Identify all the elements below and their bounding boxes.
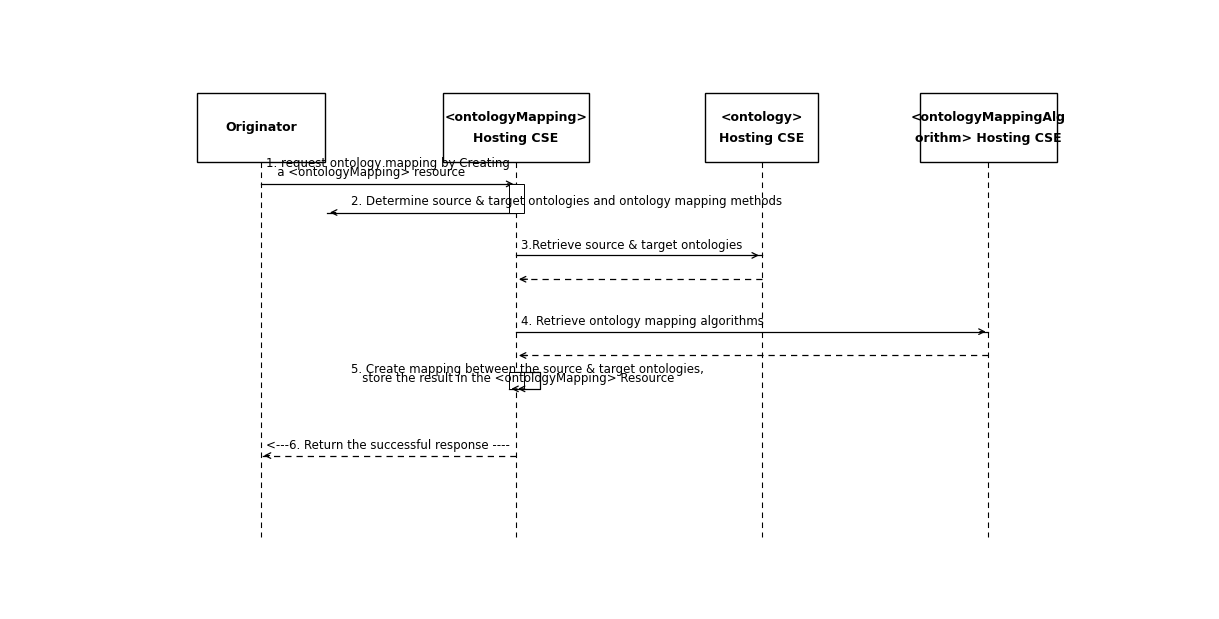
Bar: [508, 184, 524, 212]
Text: <ontologyMapping>: <ontologyMapping>: [445, 111, 588, 124]
Text: a <ontologyMapping> resource: a <ontologyMapping> resource: [266, 166, 464, 179]
Text: <ontology>: <ontology>: [720, 111, 803, 124]
Text: Hosting CSE: Hosting CSE: [719, 132, 805, 145]
Text: 2. Determine source & target ontologies and ontology mapping methods: 2. Determine source & target ontologies …: [351, 195, 781, 208]
Text: 1. request ontology mapping by Creating: 1. request ontology mapping by Creating: [266, 157, 510, 170]
Bar: [705, 93, 818, 162]
Bar: [508, 372, 524, 389]
Bar: [197, 93, 324, 162]
Text: 5. Create mapping between the source & target ontologies,: 5. Create mapping between the source & t…: [351, 363, 703, 376]
Text: 4. Retrieve ontology mapping algorithms: 4. Retrieve ontology mapping algorithms: [521, 315, 763, 328]
Bar: [920, 93, 1057, 162]
Text: <ontologyMappingAlg: <ontologyMappingAlg: [911, 111, 1065, 124]
Text: orithm> Hosting CSE: orithm> Hosting CSE: [915, 132, 1062, 145]
Bar: [442, 93, 589, 162]
Text: Hosting CSE: Hosting CSE: [473, 132, 558, 145]
Text: 3.Retrieve source & target ontologies: 3.Retrieve source & target ontologies: [521, 238, 742, 251]
Text: <---6. Return the successful response ----: <---6. Return the successful response --…: [266, 439, 510, 452]
Text: Originator: Originator: [226, 121, 297, 134]
Text: store the result in the <ontologyMapping> Resource: store the result in the <ontologyMapping…: [351, 372, 674, 385]
